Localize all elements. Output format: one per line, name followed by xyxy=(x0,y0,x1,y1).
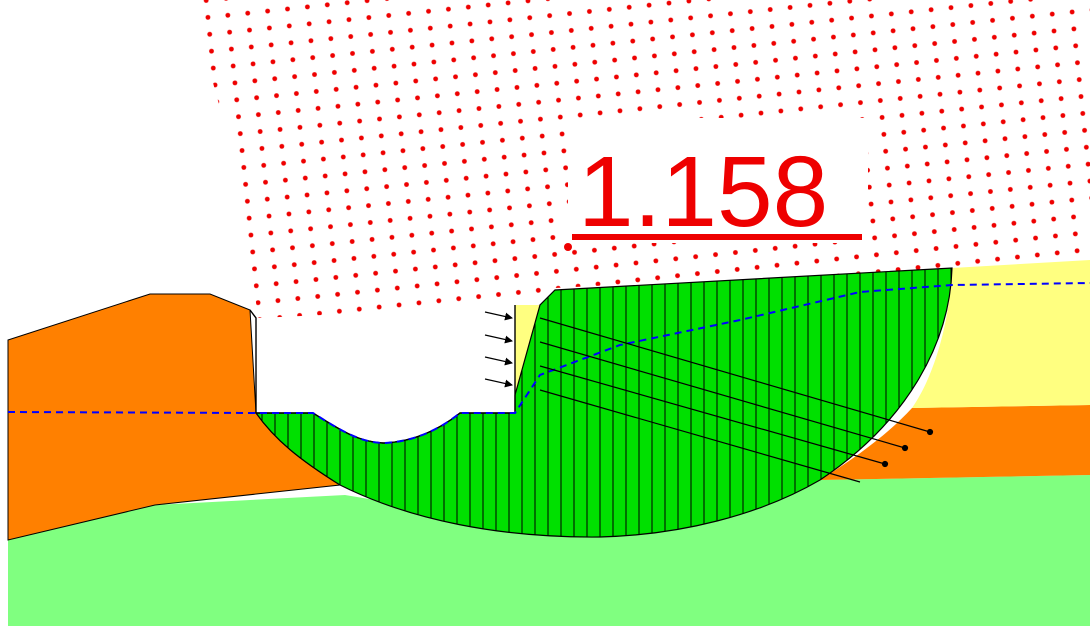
anchors xyxy=(539,317,934,483)
anchor-arrows xyxy=(484,311,513,388)
right-orange-layer xyxy=(820,405,1090,480)
slip-center-point xyxy=(564,243,572,251)
right-yellow-layer xyxy=(912,260,1090,408)
fos-label-background xyxy=(568,118,868,243)
factor-of-safety-label: 1.158 xyxy=(578,136,828,248)
water-table-line xyxy=(7,282,1090,445)
foundation-layer xyxy=(8,475,1090,626)
